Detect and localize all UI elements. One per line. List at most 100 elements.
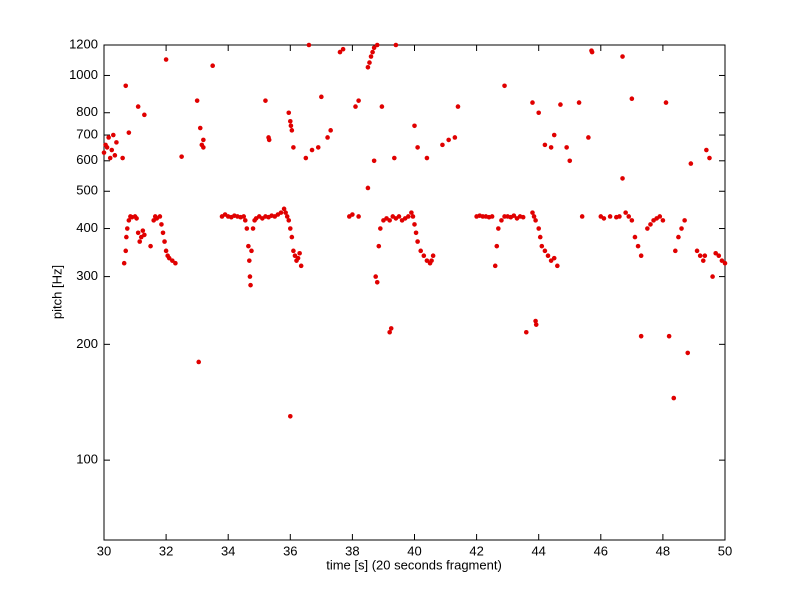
point [325, 135, 330, 140]
y-tick-label: 600 [76, 152, 98, 167]
point [196, 359, 202, 365]
point [315, 145, 321, 150]
point [555, 263, 560, 269]
x-tick-label: 32 [159, 543, 173, 558]
point [123, 83, 129, 89]
point [607, 214, 613, 219]
point [685, 350, 691, 356]
x-tick-label: 46 [594, 543, 608, 558]
point [173, 260, 178, 266]
point [194, 98, 200, 103]
x-tick-label: 30 [97, 543, 111, 558]
point [365, 185, 371, 191]
point [452, 135, 458, 140]
x-tick-label: 34 [221, 543, 235, 558]
point [387, 218, 392, 223]
point [373, 274, 378, 279]
point [679, 226, 684, 231]
point [576, 100, 582, 105]
point [368, 54, 374, 59]
point [288, 226, 293, 231]
point [104, 145, 110, 150]
point [586, 135, 591, 140]
point [142, 112, 147, 118]
point [539, 243, 545, 249]
x-tick-label: 40 [407, 543, 421, 558]
point [114, 140, 119, 145]
point [617, 214, 622, 219]
point [424, 258, 430, 263]
point [250, 226, 256, 231]
point [210, 63, 215, 69]
point [288, 119, 293, 124]
point [248, 282, 253, 288]
point [297, 250, 302, 256]
point [496, 226, 501, 231]
point [374, 42, 380, 48]
point [319, 94, 324, 100]
point [551, 255, 557, 261]
point [702, 253, 708, 258]
point [688, 161, 694, 166]
point [283, 210, 288, 215]
point [648, 222, 653, 227]
y-tick-label: 100 [76, 452, 98, 467]
point [376, 243, 382, 249]
point [623, 210, 628, 215]
point [533, 322, 539, 327]
point [388, 326, 394, 331]
point [109, 147, 115, 153]
x-tick-label: 42 [469, 543, 483, 558]
x-tick-label: 36 [283, 543, 297, 558]
point [124, 234, 129, 240]
point [620, 176, 625, 181]
point [201, 145, 206, 150]
point [356, 98, 361, 103]
point [405, 214, 411, 219]
point [446, 137, 451, 143]
point [704, 147, 709, 153]
point [520, 214, 526, 220]
point [697, 253, 703, 258]
point [286, 110, 292, 116]
point [286, 218, 292, 223]
point [159, 222, 164, 227]
point [536, 226, 541, 231]
point [511, 213, 517, 218]
point [455, 104, 461, 109]
point [120, 155, 125, 161]
point [289, 234, 295, 240]
point [337, 49, 343, 55]
point [137, 239, 143, 244]
point [494, 243, 500, 249]
point [694, 248, 700, 254]
point [710, 274, 715, 279]
point [589, 49, 595, 55]
point [365, 65, 371, 70]
point [244, 226, 250, 231]
point [396, 214, 402, 219]
point [412, 123, 417, 129]
point [170, 258, 175, 263]
point [530, 210, 535, 215]
point [242, 218, 248, 223]
point [542, 142, 548, 148]
point [140, 228, 146, 233]
point [393, 42, 399, 48]
point [291, 145, 296, 150]
point [379, 104, 385, 109]
point [620, 54, 625, 59]
point [126, 130, 132, 135]
point [545, 253, 551, 258]
point [430, 253, 436, 258]
point [531, 214, 537, 219]
point [629, 96, 635, 102]
point [410, 214, 416, 219]
point [429, 258, 434, 263]
x-tick-label: 38 [345, 543, 359, 558]
point [340, 46, 346, 52]
point [499, 218, 504, 223]
point [292, 253, 298, 258]
point [666, 333, 672, 339]
point [676, 234, 681, 240]
